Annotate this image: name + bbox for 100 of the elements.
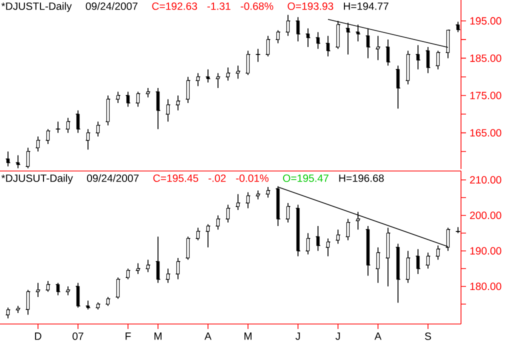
x-tick-label: 07	[72, 332, 84, 340]
candlestick	[166, 98, 170, 122]
chart-title: *DJUSUT-Daily	[1, 174, 73, 184]
candlestick	[116, 91, 120, 104]
candlestick	[436, 50, 440, 70]
annotation: -0.68%	[240, 2, 274, 10]
y-tick-label: 190.00	[470, 247, 502, 255]
y-tick-label: 185.00	[470, 54, 502, 62]
candlestick	[276, 30, 280, 44]
candlestick	[126, 91, 130, 108]
candlestick	[86, 128, 90, 150]
x-tick-label: J	[336, 332, 340, 340]
candlestick	[246, 192, 250, 209]
candlestick	[416, 44, 420, 70]
candlestick	[266, 186, 270, 198]
annotation: -0.01%	[236, 174, 269, 182]
candlestick	[36, 282, 40, 298]
candlestick	[16, 154, 20, 169]
candlestick	[6, 151, 10, 167]
candlestick	[86, 300, 90, 310]
y-tick-label: 195.00	[470, 17, 502, 25]
candlestick	[336, 229, 340, 244]
annotation: 09/24/2007	[86, 2, 138, 10]
candlestick	[216, 214, 220, 230]
candlestick	[326, 35, 330, 57]
candlestick	[146, 259, 150, 273]
annotation: -1.31	[207, 2, 230, 10]
candlestick	[236, 65, 240, 80]
candlestick	[416, 248, 420, 274]
annotation: H=196.68	[339, 174, 384, 182]
y-tick-label: 175.00	[470, 92, 502, 100]
candlestick	[236, 194, 240, 210]
candlestick	[216, 72, 220, 88]
candlestick	[286, 202, 290, 223]
candlestick	[296, 16, 300, 42]
annotation: -.02	[208, 174, 226, 182]
candlestick	[136, 91, 140, 108]
candlestick	[256, 190, 260, 200]
candlestick	[186, 236, 190, 260]
candlestick	[56, 282, 60, 296]
candlestick	[426, 252, 430, 270]
candlestick	[296, 204, 300, 257]
y-tick-label: 200.00	[470, 212, 502, 220]
x-tick-label: M	[244, 332, 252, 340]
candlestick	[106, 95, 110, 126]
candlestick	[96, 121, 100, 137]
candlestick	[156, 88, 160, 130]
candlestick	[76, 282, 80, 308]
candlestick	[166, 268, 170, 284]
candlestick	[26, 289, 30, 316]
candlestick	[206, 224, 210, 248]
candlestick	[206, 68, 210, 83]
candlestick	[176, 258, 180, 280]
candlestick	[196, 72, 200, 87]
candlestick	[226, 204, 230, 223]
annotation: O=193.93	[288, 2, 334, 10]
candlestick	[406, 50, 410, 85]
x-tick-label: S	[424, 332, 432, 340]
annotation: 09/24/2007	[87, 174, 139, 182]
chart-title: *DJUSTL-Daily	[1, 2, 72, 12]
candlestick	[426, 46, 430, 74]
candlestick	[156, 236, 160, 284]
annotation: C=192.63	[152, 2, 198, 10]
candlestick	[306, 28, 310, 48]
candlestick	[436, 245, 440, 260]
candlestick	[266, 35, 270, 57]
annotation: H=194.77	[344, 2, 388, 10]
x-tick-label: M	[154, 332, 162, 340]
x-tick-label: A	[374, 332, 382, 340]
candlestick	[386, 227, 390, 287]
candlestick	[386, 39, 390, 66]
candlestick	[126, 268, 130, 280]
candlestick	[36, 136, 40, 152]
candlestick	[66, 117, 70, 134]
candlestick	[396, 65, 400, 110]
candlestick	[66, 286, 70, 296]
x-tick-label: D	[35, 332, 42, 340]
candlestick	[376, 246, 380, 284]
candlestick	[76, 110, 80, 134]
candlestick	[396, 243, 400, 304]
candlestick	[26, 147, 30, 169]
annotation: O=195.47	[283, 174, 328, 182]
candlestick	[286, 14, 290, 36]
candlestick	[306, 232, 310, 255]
candlestick	[356, 24, 360, 42]
candlestick	[456, 21, 460, 33]
candlestick	[356, 211, 360, 230]
candlestick	[46, 128, 50, 144]
candlestick	[246, 50, 250, 76]
candlestick	[346, 218, 350, 241]
x-tick-label: J	[296, 332, 300, 340]
candlestick	[186, 76, 190, 104]
y-tick-label: 210.00	[470, 176, 502, 184]
candlestick	[406, 250, 410, 284]
y-tick-label: 180.00	[470, 282, 502, 290]
candlestick	[316, 226, 320, 252]
annotation: C=195.45	[153, 174, 198, 182]
candlestick	[376, 35, 380, 61]
candlestick	[316, 32, 320, 50]
candlestick	[326, 238, 330, 257]
